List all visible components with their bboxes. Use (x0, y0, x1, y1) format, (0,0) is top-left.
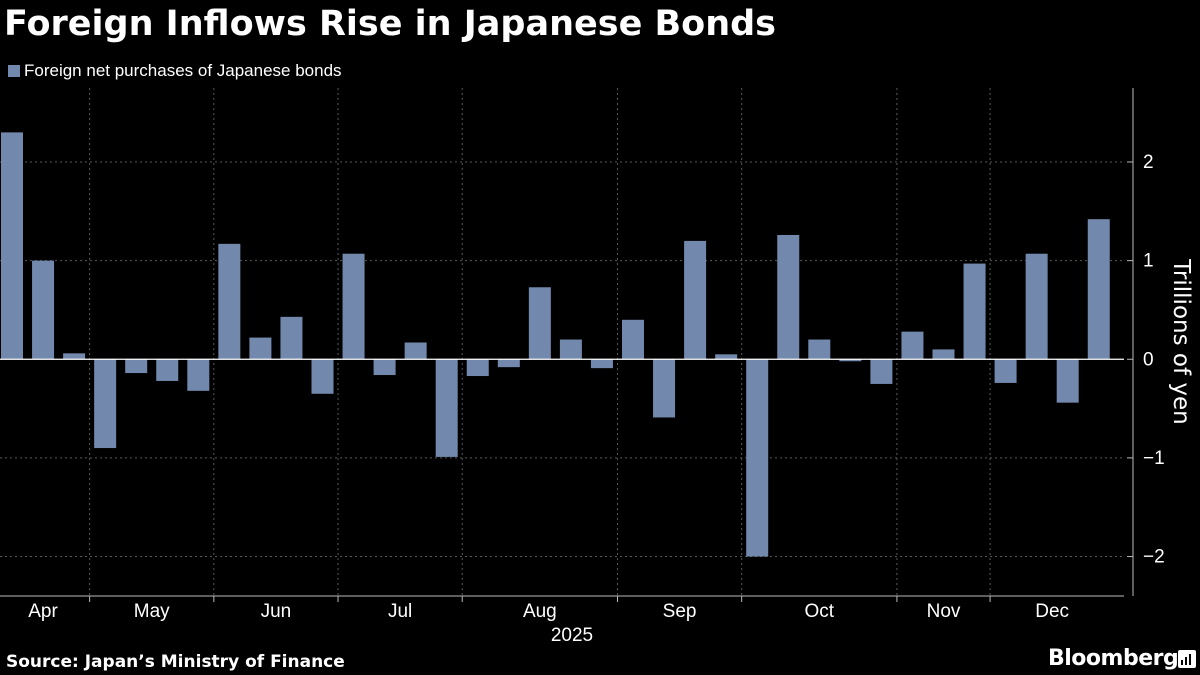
bar (249, 337, 272, 360)
bar (870, 359, 893, 384)
bar (32, 260, 55, 360)
bar (994, 359, 1017, 383)
bar (559, 339, 582, 360)
y-axis-title: Trillions of yen (1168, 258, 1194, 424)
bar (901, 331, 924, 360)
bar (839, 359, 862, 362)
legend-swatch (8, 65, 20, 77)
source-note: Source: Japan’s Ministry of Finance (6, 652, 345, 672)
bar (466, 359, 489, 377)
bar (435, 359, 458, 457)
bar (94, 359, 117, 449)
x-tick-label: Aug (523, 601, 557, 622)
bar (528, 287, 551, 360)
bar (653, 359, 676, 418)
bar (63, 353, 86, 360)
x-tick-label: Jul (388, 601, 412, 622)
bar (1087, 219, 1110, 360)
bar (932, 349, 955, 360)
bar (684, 240, 707, 360)
bar (1056, 359, 1079, 403)
bar (622, 319, 644, 360)
bar (311, 359, 334, 394)
x-tick-label: May (134, 601, 170, 622)
legend-label: Foreign net purchases of Japanese bonds (24, 61, 342, 80)
bar (187, 359, 210, 391)
bar (590, 359, 613, 369)
bar (373, 359, 396, 376)
bloomberg-terminal-icon (1178, 650, 1196, 668)
x-tick-label: Oct (805, 601, 835, 622)
bar (156, 359, 179, 381)
y-tick-label: −2 (1143, 547, 1165, 568)
bar (342, 253, 365, 360)
y-tick-label: 0 (1143, 349, 1154, 370)
bar (808, 339, 831, 360)
bar (218, 243, 241, 360)
x-tick-label: Apr (28, 601, 58, 622)
x-axis-year-label: 2025 (551, 625, 593, 646)
bar (777, 234, 800, 360)
bar (497, 359, 520, 368)
bar (280, 316, 303, 360)
bar (1025, 253, 1048, 360)
bar (746, 359, 769, 557)
x-tick-label: Nov (927, 601, 961, 622)
brand-logo: Bloomberg (1048, 646, 1179, 671)
bar (963, 263, 986, 360)
bar (1, 132, 23, 360)
bar (715, 354, 738, 360)
y-tick-label: 1 (1143, 251, 1154, 272)
bar (404, 342, 427, 360)
y-tick-label: 2 (1143, 152, 1154, 173)
chart-title: Foreign Inflows Rise in Japanese Bonds (4, 4, 777, 44)
y-tick-label: −1 (1143, 448, 1165, 469)
x-tick-label: Dec (1035, 601, 1069, 622)
x-tick-label: Sep (663, 601, 697, 622)
bar (125, 359, 148, 374)
legend: Foreign net purchases of Japanese bonds (8, 60, 342, 82)
x-tick-label: Jun (261, 601, 292, 622)
